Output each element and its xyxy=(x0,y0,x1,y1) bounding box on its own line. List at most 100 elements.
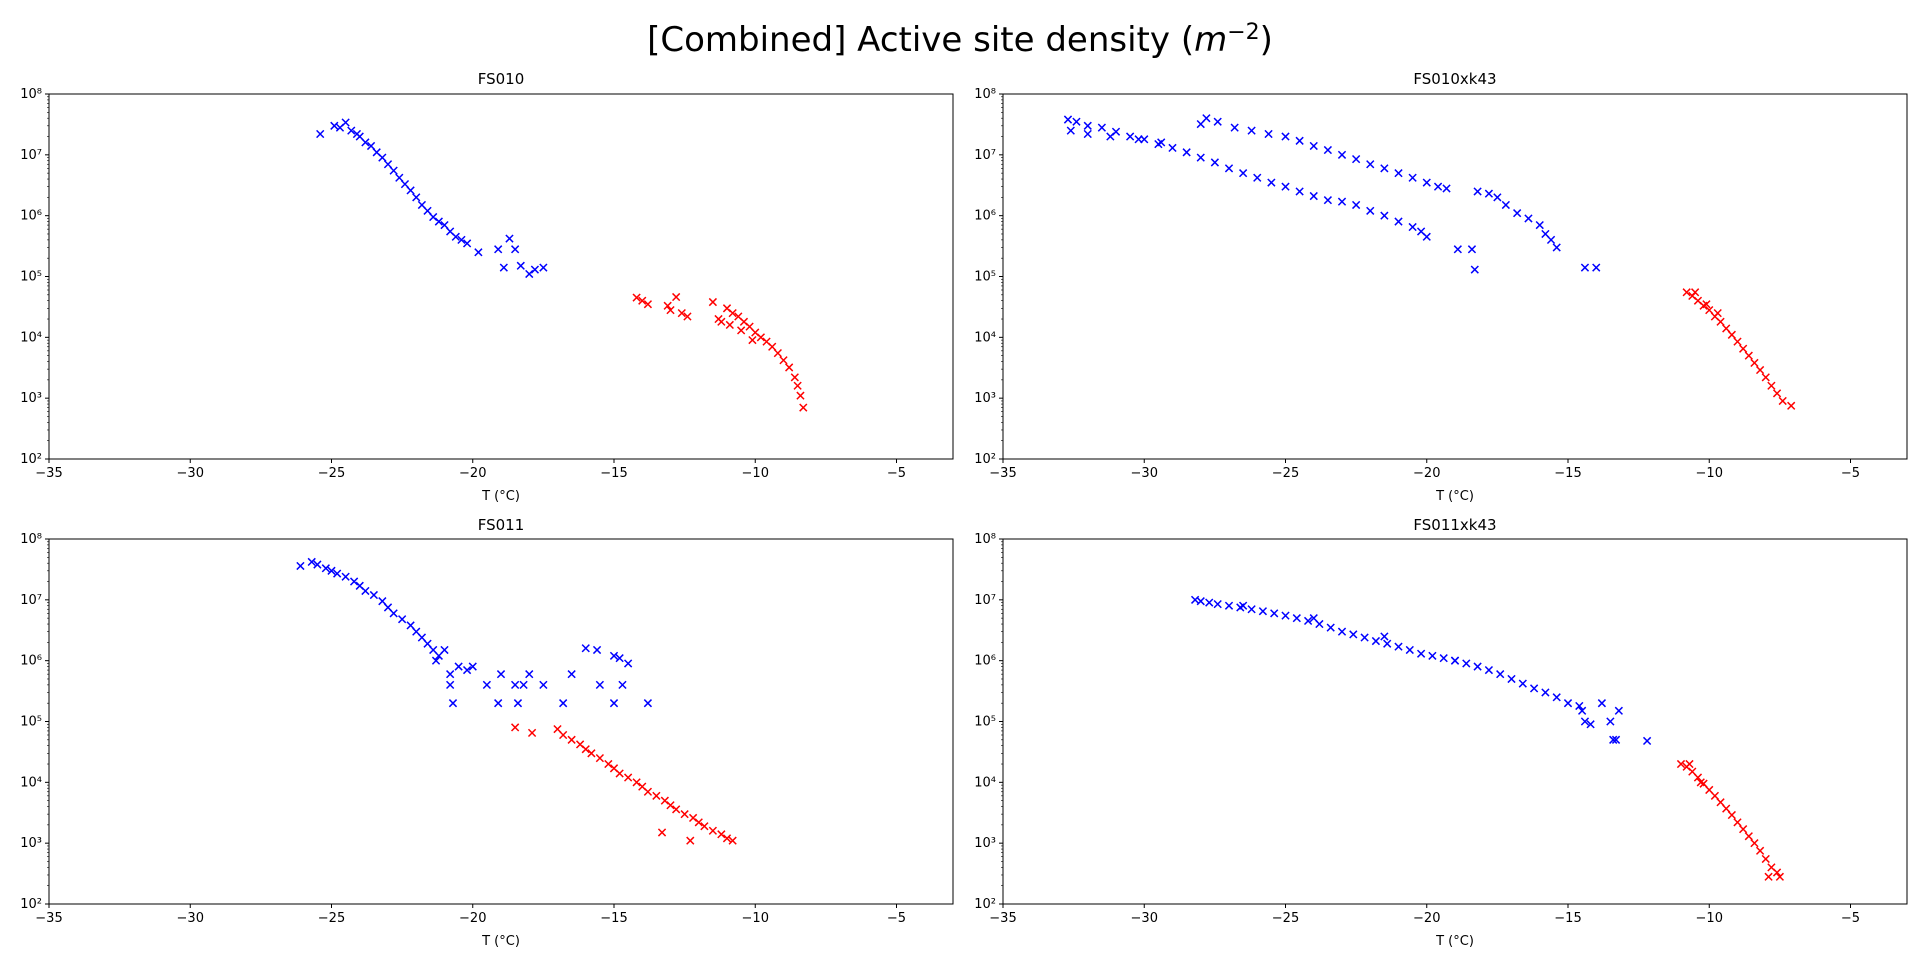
data-point-blue xyxy=(462,665,472,675)
data-point-blue xyxy=(406,186,415,195)
plot-area-frame xyxy=(48,93,954,460)
subplot-title: FS011xk43 xyxy=(1413,516,1496,534)
data-point-red xyxy=(1787,401,1796,410)
data-point-red xyxy=(632,778,641,787)
data-point-blue xyxy=(1642,736,1652,746)
data-point-blue xyxy=(482,680,492,690)
data-point-blue xyxy=(1097,123,1107,132)
y-tick-label: 10³ xyxy=(974,391,996,406)
data-point-blue xyxy=(525,670,534,679)
data-point-blue xyxy=(1238,601,1248,610)
data-point-blue xyxy=(330,121,339,130)
x-tick-label: −5 xyxy=(887,466,906,481)
data-point-red xyxy=(796,391,805,400)
y-tick-label: 10⁴ xyxy=(974,330,996,345)
y-tick-label: 10⁴ xyxy=(20,775,42,790)
data-point-blue xyxy=(1303,616,1313,626)
data-point-red xyxy=(773,348,782,358)
x-axis-label: T (°C) xyxy=(1435,489,1474,504)
data-point-blue xyxy=(530,265,540,274)
data-point-blue xyxy=(505,234,514,243)
data-point-blue xyxy=(307,557,316,567)
data-point-blue xyxy=(581,644,590,653)
data-point-blue xyxy=(1493,193,1502,202)
data-point-blue xyxy=(1292,614,1301,623)
data-point-blue xyxy=(1422,232,1431,241)
data-point-blue xyxy=(1524,214,1533,223)
data-point-blue xyxy=(525,269,534,279)
data-point-blue xyxy=(1267,178,1276,187)
data-point-blue xyxy=(1230,123,1239,132)
data-point-blue xyxy=(1196,597,1205,606)
data-point-blue xyxy=(1134,135,1143,144)
data-point-blue xyxy=(383,160,393,169)
y-tick-label: 10⁵ xyxy=(20,270,42,285)
data-point-red xyxy=(728,836,737,845)
y-tick-label: 10⁶ xyxy=(974,654,996,669)
data-point-blue xyxy=(1484,189,1494,198)
y-tick-label: 10⁵ xyxy=(974,270,996,285)
data-point-blue xyxy=(1224,601,1234,610)
data-point-red xyxy=(694,818,703,827)
y-tick-label: 10⁶ xyxy=(20,654,42,669)
data-point-red xyxy=(1713,308,1722,318)
data-point-blue xyxy=(1125,132,1135,141)
data-point-red xyxy=(1755,365,1765,375)
data-point-blue xyxy=(1501,200,1510,210)
data-point-blue xyxy=(429,212,438,222)
data-point-blue xyxy=(1428,651,1437,660)
data-point-red xyxy=(1682,288,1691,297)
data-point-red xyxy=(785,363,794,372)
x-tick-label: −20 xyxy=(459,911,486,926)
data-point-blue xyxy=(1264,129,1273,139)
data-point-blue xyxy=(1337,627,1347,636)
data-point-blue xyxy=(494,699,503,708)
y-tick-label: 10² xyxy=(20,452,42,467)
data-point-red xyxy=(1705,306,1714,315)
data-point-blue xyxy=(623,659,633,668)
data-point-blue xyxy=(389,166,398,175)
data-point-blue xyxy=(440,645,449,655)
data-point-blue xyxy=(1366,206,1375,215)
data-point-blue xyxy=(361,586,370,596)
data-point-blue xyxy=(1442,184,1451,193)
data-point-blue xyxy=(1063,115,1073,124)
data-point-blue xyxy=(1484,665,1494,675)
data-point-blue xyxy=(1380,164,1389,173)
data-point-red xyxy=(672,292,681,302)
data-point-red xyxy=(1772,868,1782,877)
y-tick-label: 10⁷ xyxy=(20,593,42,608)
x-tick-label: −30 xyxy=(1131,466,1158,481)
data-point-blue xyxy=(496,670,506,679)
data-point-blue xyxy=(1513,209,1522,218)
data-point-red xyxy=(686,836,695,845)
data-point-blue xyxy=(1072,117,1081,126)
data-point-blue xyxy=(1258,607,1268,616)
data-point-blue xyxy=(1394,217,1403,226)
data-point-blue xyxy=(1580,717,1590,726)
data-point-red xyxy=(1744,832,1753,841)
data-point-blue xyxy=(347,126,356,135)
x-tick-label: −5 xyxy=(1841,911,1860,926)
x-tick-label: −35 xyxy=(989,911,1016,926)
data-point-blue xyxy=(434,217,443,226)
y-tick-label: 10⁶ xyxy=(974,209,996,224)
data-point-blue xyxy=(457,235,466,245)
plot-area-frame xyxy=(48,538,954,905)
data-point-blue xyxy=(1609,735,1618,744)
subplot-title: FS011 xyxy=(478,516,525,534)
data-point-blue xyxy=(389,609,398,618)
data-point-blue xyxy=(1281,132,1290,141)
data-point-red xyxy=(672,805,681,814)
data-point-blue xyxy=(615,654,624,663)
data-point-blue xyxy=(1614,706,1623,715)
data-point-red xyxy=(1767,381,1776,390)
data-point-blue xyxy=(1281,611,1290,620)
data-point-red xyxy=(595,753,605,763)
data-point-blue xyxy=(1580,263,1590,272)
data-point-red xyxy=(688,813,698,823)
data-point-blue xyxy=(1247,126,1256,135)
data-point-blue xyxy=(361,138,370,147)
data-point-blue xyxy=(1196,153,1205,162)
data-point-blue xyxy=(1337,197,1347,206)
